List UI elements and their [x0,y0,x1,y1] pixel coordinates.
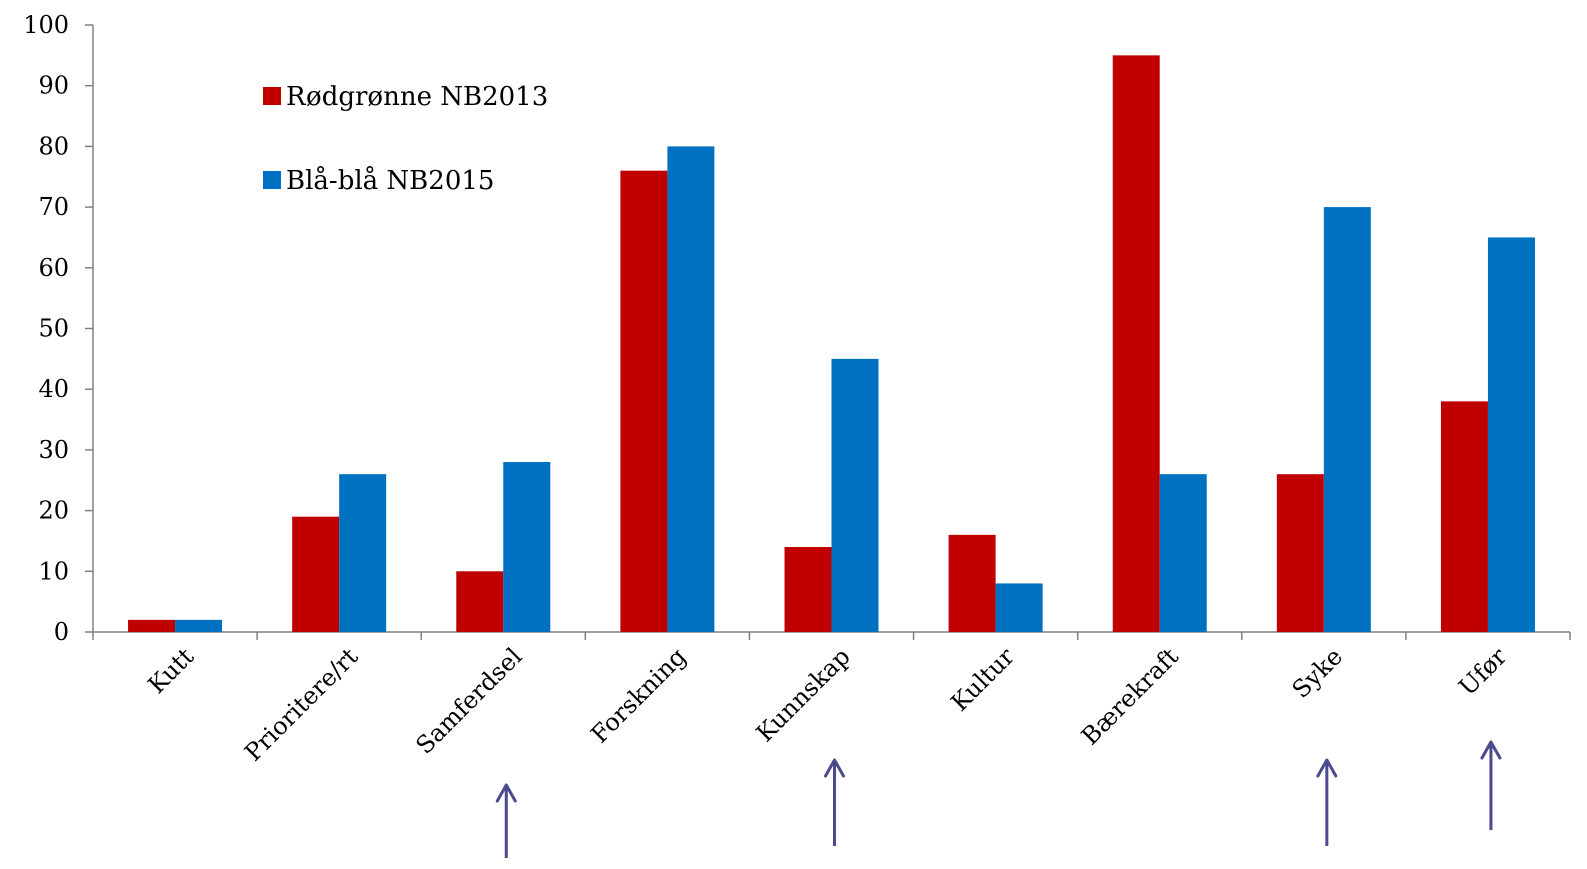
bar [948,534,996,632]
up-arrow-icon [1480,740,1502,830]
up-arrow-icon [1316,758,1338,846]
up-arrow-icon [495,783,517,858]
x-tick-label: Prioritere/rt [239,642,363,766]
bar [620,170,668,632]
bar [1159,474,1207,632]
y-tick-label: 40 [38,375,69,403]
bar [1323,207,1371,632]
x-tick-label: Kunnskap [751,642,856,747]
bar [1487,237,1535,632]
legend-swatch [263,171,281,189]
bar [1276,474,1324,632]
y-tick-label: 60 [38,254,69,282]
bar [831,358,879,632]
y-tick-label: 90 [38,72,69,100]
up-arrow-icon [824,758,845,846]
bars [128,55,1535,633]
bar [456,571,504,632]
y-tick-label: 20 [38,497,69,525]
bar [339,474,387,632]
bar [503,462,551,632]
x-tick-label: Forskning [586,642,692,748]
bar [667,146,715,632]
y-tick-label: 50 [38,315,69,343]
bar [292,516,340,632]
y-tick-label: 100 [23,11,69,39]
x-tick-label: Kultur [946,642,1021,717]
bar [1440,401,1488,632]
arrows [495,740,1502,858]
y-tick-label: 0 [54,618,69,646]
y-tick-label: 10 [38,557,69,585]
x-tick-label: Syke [1287,642,1348,703]
bar [784,547,832,632]
x-axis: Kutt Prioritere/rt Samferdsel Forskning Kunn… [92,631,1571,767]
y-tick-label: 30 [38,436,69,464]
x-tick-label: Ufør [1453,642,1512,701]
x-tick-label: Bærekraft [1076,642,1184,750]
legend: Rødgrønne NB2013 Blå-blå NB2015 [263,82,548,196]
legend-label: Rødgrønne NB2013 [286,82,548,112]
x-tick-label: Samferdsel [410,642,527,759]
legend-label: Blå-blå NB2015 [286,165,494,196]
x-tick-label: Kutt [143,642,200,699]
y-tick-label: 70 [38,193,69,221]
bar [175,619,223,632]
bar [995,583,1043,632]
legend-swatch [263,87,281,105]
bar [128,619,176,632]
bar [1112,55,1160,633]
y-tick-label: 80 [38,132,69,160]
y-axis: 0 10 20 30 40 50 60 70 80 90 100 [23,11,94,646]
